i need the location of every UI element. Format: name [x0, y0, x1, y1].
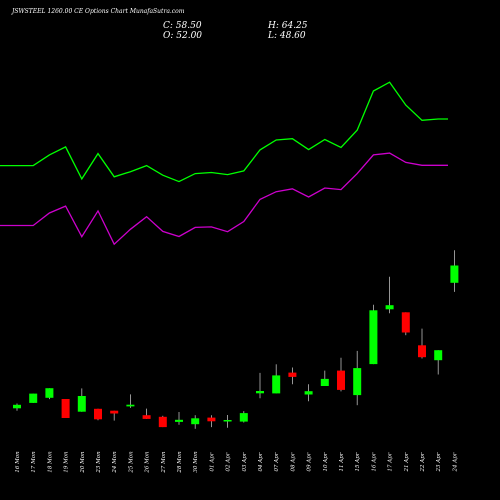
candle: [77, 388, 86, 412]
candle: [175, 412, 183, 425]
x-axis-ticks: 16 Mon 17 Mon 18 Mon 19 Mon 20 Mon 23 Mon 24 M…: [15, 451, 458, 474]
candle: [337, 357, 345, 392]
candle-body: [434, 350, 443, 361]
candle-body: [77, 396, 86, 412]
candle-body: [191, 418, 200, 425]
x-tick-label: 16 Apr: [371, 452, 377, 471]
x-tick-label: 23 Mon: [96, 451, 102, 474]
x-tick-label: 02 Apr: [226, 452, 232, 471]
x-tick-label: 08 Apr: [290, 452, 296, 471]
candle: [142, 408, 151, 419]
candle: [418, 328, 426, 359]
candle: [353, 350, 362, 406]
candle-body: [385, 305, 394, 310]
x-tick-label: 22 Apr: [420, 452, 426, 472]
open-value: O: 52.00: [163, 31, 202, 41]
candle: [256, 372, 264, 399]
candle-body: [288, 372, 297, 377]
x-tick-label: 11 Apr: [339, 452, 345, 471]
candle-body: [94, 408, 102, 420]
indicator-line-1: [0, 81, 448, 183]
candle-body: [158, 416, 167, 428]
candle: [13, 403, 21, 411]
x-tick-label: 07 Apr: [274, 452, 280, 471]
high-value: H: 64.25: [267, 21, 308, 31]
indicator-lines: [0, 81, 448, 246]
candle-body: [304, 391, 313, 395]
candle: [434, 350, 443, 375]
candle-body: [61, 399, 70, 418]
candle-body: [418, 345, 426, 358]
candles: [13, 250, 459, 429]
x-tick-label: 25 Mon: [128, 451, 134, 474]
candle-body: [401, 312, 410, 333]
candle-body: [320, 378, 329, 386]
candle: [369, 304, 378, 365]
candle: [401, 312, 410, 336]
candle-body: [110, 410, 119, 414]
candle: [94, 408, 102, 421]
candle-body: [256, 391, 264, 394]
candle-body: [272, 375, 281, 394]
x-tick-label: 24 Mon: [112, 451, 118, 474]
x-tick-label: 21 Apr: [404, 452, 410, 472]
x-tick-label: 17 Mon: [31, 451, 37, 473]
candle: [191, 415, 200, 429]
candle-body: [13, 404, 21, 409]
x-tick-label: 26 Mon: [145, 451, 151, 474]
x-tick-label: 23 Apr: [436, 452, 442, 472]
x-tick-label: 15 Apr: [355, 452, 361, 471]
low-value: L: 48.60: [267, 31, 306, 41]
candle: [272, 364, 281, 394]
x-tick-label: 24 Apr: [452, 452, 458, 472]
x-tick-label: 27 Mon: [161, 451, 167, 474]
candle-body: [126, 404, 135, 407]
x-tick-label: 16 Mon: [15, 451, 21, 473]
candle-body: [142, 415, 151, 419]
candle-body: [353, 368, 362, 396]
candle: [29, 393, 38, 403]
candle: [45, 388, 54, 400]
candle-body: [223, 420, 232, 422]
candle: [304, 384, 313, 402]
candle: [239, 411, 248, 423]
candle: [288, 367, 297, 385]
chart-title: JSWSTEEL 1260.00 CE Options Chart Munafa…: [10, 8, 185, 15]
x-tick-label: 09 Apr: [307, 452, 313, 471]
candle-body: [369, 310, 378, 365]
x-tick-label: 04 Apr: [258, 452, 264, 471]
candle: [320, 370, 329, 386]
candle-body: [450, 265, 459, 283]
candle: [158, 415, 167, 428]
candle: [450, 250, 459, 292]
x-tick-label: 20 Mon: [80, 451, 86, 474]
candle-body: [239, 413, 248, 422]
x-tick-label: 01 Apr: [209, 452, 215, 471]
x-tick-label: 03 Apr: [242, 452, 248, 471]
x-tick-label: 10 Apr: [323, 452, 329, 471]
candle: [110, 410, 119, 421]
candle: [385, 276, 394, 314]
x-tick-label: 18 Mon: [47, 451, 53, 473]
x-tick-label: 17 Apr: [388, 452, 394, 471]
candle: [126, 394, 135, 408]
candle: [207, 415, 216, 428]
candle-body: [207, 417, 216, 422]
candle: [61, 399, 70, 418]
indicator-line-2: [0, 152, 448, 246]
x-tick-label: 19 Mon: [64, 451, 70, 473]
x-tick-label: 30 Mon: [193, 451, 199, 473]
close-value: C: 58.50: [163, 21, 202, 31]
candle-body: [337, 370, 345, 390]
candle: [223, 415, 232, 428]
x-tick-label: 28 Mon: [177, 451, 183, 474]
candle-body: [45, 388, 54, 398]
candle-body: [175, 419, 183, 422]
candle-body: [29, 393, 38, 403]
